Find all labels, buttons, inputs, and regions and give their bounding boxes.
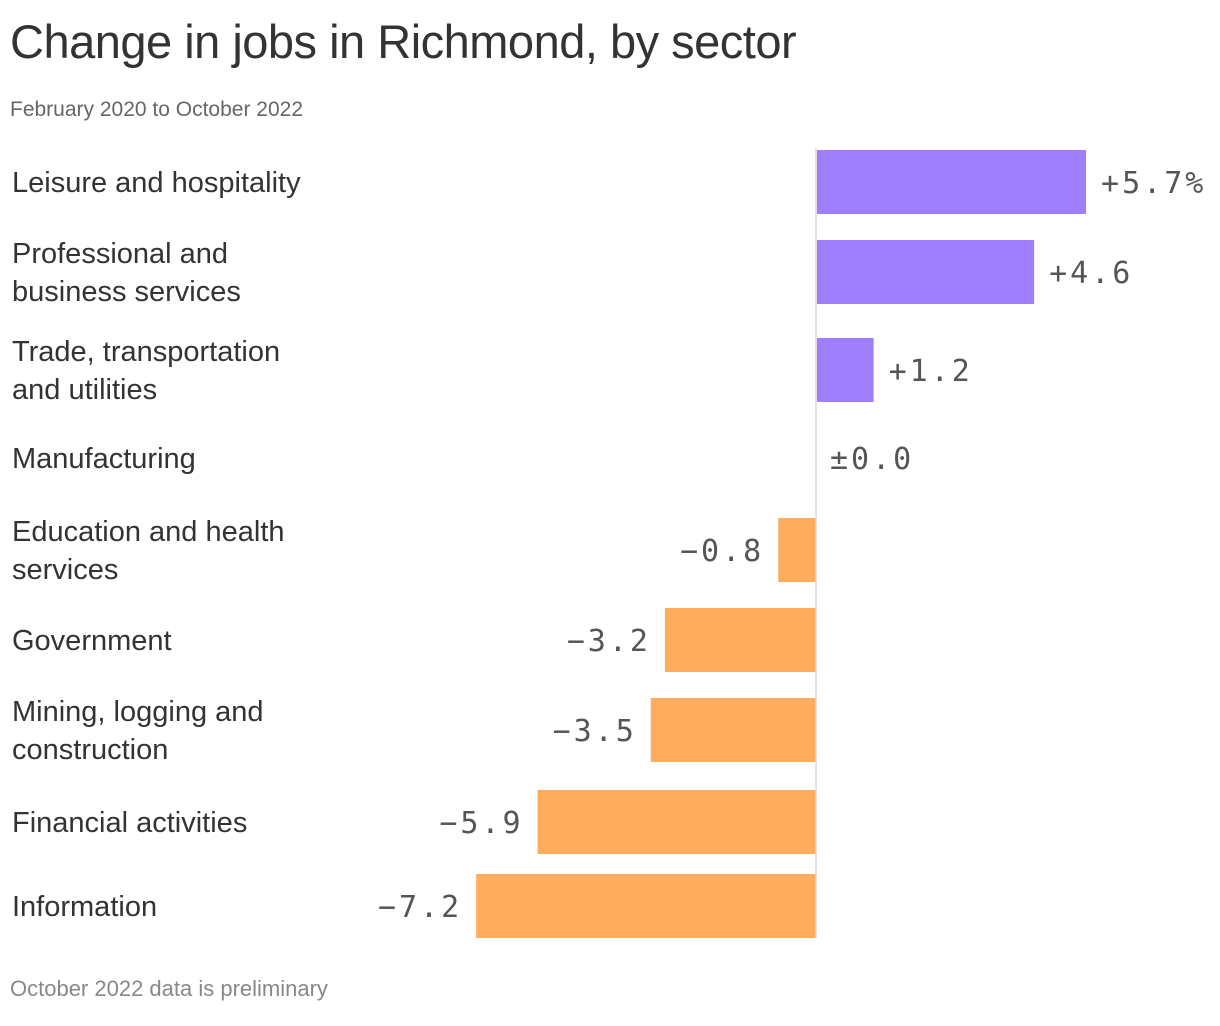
category-label: Government	[12, 625, 172, 657]
bar	[817, 240, 1035, 304]
bar	[664, 608, 816, 672]
bar	[537, 790, 816, 854]
value-label: −7.2	[378, 890, 462, 925]
value-label: −3.5	[553, 714, 637, 749]
category-label: Financial activities	[12, 807, 247, 839]
bar	[778, 518, 816, 582]
category-label: Leisure and hospitality	[12, 167, 301, 199]
value-label: −3.2	[567, 624, 651, 659]
category-label: Education and health services	[12, 516, 285, 586]
value-label: ±0.0	[830, 442, 914, 477]
category-label: Professional and business services	[12, 238, 241, 308]
value-label: −0.8	[680, 534, 764, 569]
category-label: Trade, transportation and utilities	[12, 336, 280, 406]
footnote: October 2022 data is preliminary	[10, 976, 328, 1001]
bar	[817, 338, 874, 402]
value-label: +1.2	[889, 354, 973, 389]
value-label: +4.6	[1049, 256, 1133, 291]
category-label: Mining, logging and construction	[12, 696, 264, 766]
value-label: −5.9	[439, 806, 523, 841]
category-label: Information	[12, 891, 157, 923]
chart-title: Change in jobs in Richmond, by sector	[10, 15, 797, 68]
category-label: Manufacturing	[12, 443, 196, 475]
bar	[817, 150, 1087, 214]
value-label: +5.7%	[1101, 166, 1206, 201]
bar	[476, 874, 816, 938]
chart-subtitle: February 2020 to October 2022	[10, 98, 304, 121]
bar	[650, 698, 816, 762]
